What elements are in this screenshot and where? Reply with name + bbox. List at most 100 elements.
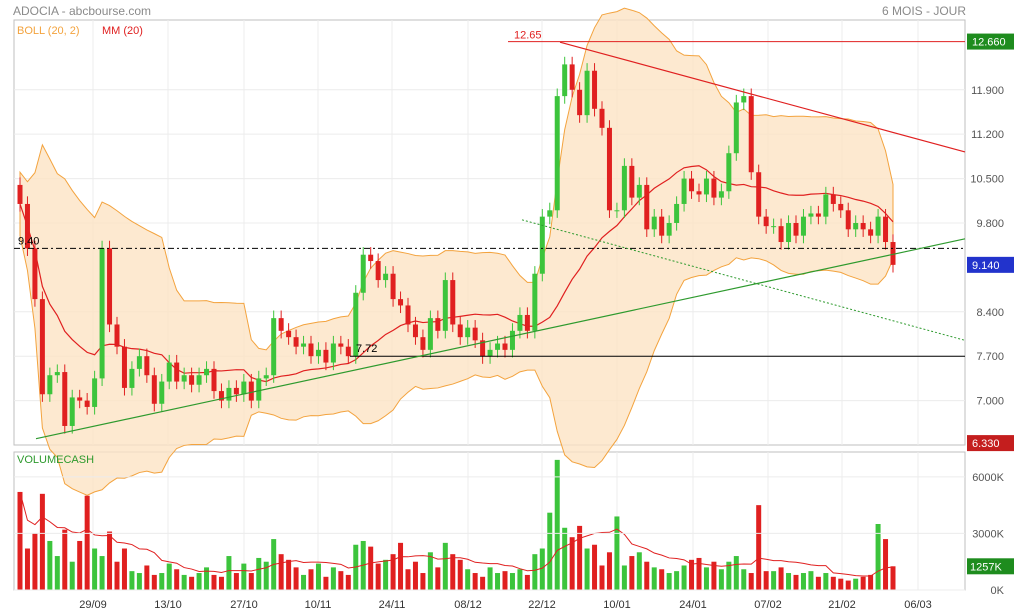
candle-body [293, 337, 299, 347]
candle-body [114, 324, 120, 347]
volume-bar [24, 548, 30, 590]
candle-body [301, 343, 307, 347]
y-tick-label: 7.700 [976, 351, 1004, 363]
volume-bar [502, 571, 508, 590]
candle-body [778, 226, 784, 243]
y-tick-label: 10.500 [970, 174, 1004, 186]
projection-trendline [521, 219, 966, 341]
volume-bar [562, 527, 568, 590]
candle-body [189, 375, 195, 385]
volume-bar [599, 565, 605, 590]
chart-title: ADOCIA - abcbourse.com [13, 4, 152, 18]
x-tick-label: 10/11 [305, 599, 332, 611]
volume-bar [659, 569, 665, 590]
volume-bar [383, 559, 389, 590]
candle-body [32, 248, 38, 300]
volume-bar [435, 567, 441, 590]
candle-body [815, 213, 821, 217]
volume-bar [883, 539, 889, 590]
volume-bar [539, 548, 545, 590]
volume-bar [159, 573, 165, 590]
legend-volume: VOLUMECASH [17, 454, 94, 466]
volume-bar [248, 573, 254, 590]
candle-body [472, 327, 478, 341]
candle-body [233, 387, 239, 395]
x-tick-label: 10/01 [603, 599, 631, 611]
volume-badge: 1257K [970, 561, 1002, 573]
candle-body [77, 397, 83, 401]
candle-body [830, 194, 836, 204]
candle-body [248, 381, 254, 401]
candle-body [457, 324, 463, 338]
volume-bar [233, 573, 239, 590]
y-tick-label: 9.800 [976, 218, 1004, 230]
candle-body [54, 372, 60, 376]
candle-body [390, 273, 396, 300]
candle-body [569, 64, 575, 90]
candle-body [509, 330, 515, 350]
volume-bar [771, 571, 777, 590]
volume-tick-label: 3000K [972, 528, 1004, 540]
candle-body [345, 346, 351, 357]
candle-body [196, 375, 202, 385]
candle-body [741, 96, 747, 103]
legend-boll: BOLL (20, 2) [17, 25, 80, 37]
candle-body [121, 346, 127, 388]
volume-bar [323, 576, 329, 590]
volume-badge-bg [967, 558, 1014, 575]
candle-body [69, 397, 75, 426]
volume-bar [330, 567, 336, 590]
candle-body [800, 216, 806, 236]
y-tick-label: 8.400 [976, 307, 1004, 319]
candle-body [166, 362, 172, 382]
candle-body [771, 226, 777, 228]
volume-bar [853, 578, 859, 590]
volume-bar [636, 552, 642, 590]
volume-bar [368, 546, 374, 590]
volume-bar [465, 569, 471, 590]
legend-mm: MM (20) [102, 25, 143, 37]
candle-body [286, 330, 292, 338]
volume-bar [241, 563, 247, 590]
volume-bar [84, 495, 90, 590]
candle-body [375, 261, 381, 281]
volume-bar [181, 574, 187, 590]
candle-body [99, 248, 105, 379]
y-tick-label: 7.000 [976, 396, 1004, 408]
candle-body [308, 343, 314, 357]
volume-bar [129, 571, 135, 590]
volume-bar [472, 573, 478, 590]
last-price-badge-bg [967, 256, 1014, 273]
x-tick-label: 06/03 [904, 599, 932, 611]
volume-bar [405, 569, 411, 590]
volume-bar [868, 574, 874, 590]
candle-body [733, 102, 739, 154]
period-label[interactable]: 6 MOIS - JOUR [881, 4, 966, 18]
volume-bar [480, 576, 486, 590]
candle-body [360, 254, 366, 293]
candle-body [629, 165, 635, 198]
candle-body [62, 372, 68, 426]
min-annotation: 7.72 [356, 343, 377, 355]
candle-body [218, 391, 224, 401]
candle-body [547, 210, 553, 217]
moving-average-line [19, 165, 894, 383]
volume-bar [62, 529, 68, 590]
candle-body [92, 378, 98, 407]
volume-bar [524, 574, 530, 590]
volume-bar [606, 552, 612, 590]
x-tick-label: 29/09 [79, 599, 107, 611]
candle-body [726, 153, 732, 192]
candle-body [330, 343, 336, 363]
candle-body [204, 368, 210, 376]
low-price-badge-bg [967, 435, 1014, 452]
candle-body [465, 327, 471, 338]
volume-bar [517, 569, 523, 590]
volume-bar [54, 556, 60, 590]
volume-bar [532, 554, 538, 590]
last-price-badge: 9.140 [972, 260, 1000, 272]
x-tick-label: 07/02 [754, 599, 782, 611]
candle-body [532, 273, 538, 331]
volume-bar [166, 563, 172, 590]
candle-body [868, 229, 874, 236]
